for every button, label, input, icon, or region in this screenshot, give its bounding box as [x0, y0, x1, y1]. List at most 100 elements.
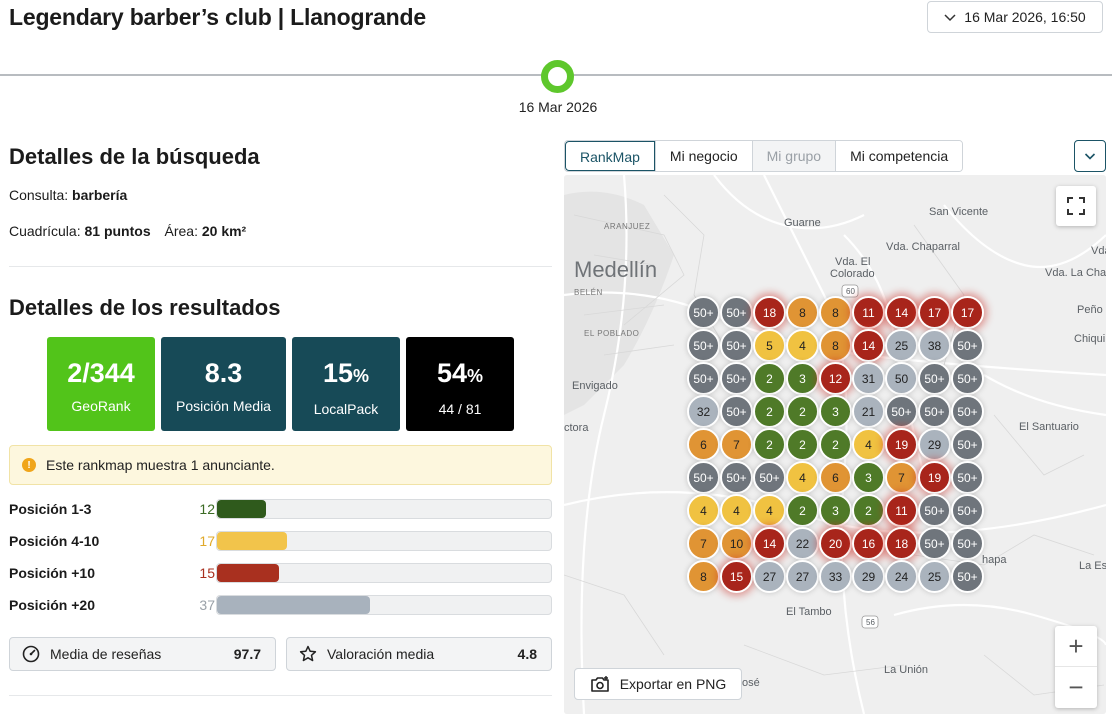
rank-pin[interactable]: 50+	[720, 395, 753, 428]
rank-pin[interactable]: 24	[885, 560, 918, 593]
rank-pin[interactable]: 8	[687, 560, 720, 593]
rank-pin[interactable]: 50+	[951, 461, 984, 494]
rank-pin[interactable]: 50+	[918, 362, 951, 395]
rank-pin[interactable]: 5	[753, 329, 786, 362]
rank-pin[interactable]: 50+	[951, 494, 984, 527]
rank-pin[interactable]: 27	[753, 560, 786, 593]
rank-pin[interactable]: 50+	[720, 461, 753, 494]
rank-pin[interactable]: 50+	[951, 428, 984, 461]
rank-pin[interactable]: 15	[720, 560, 753, 593]
rank-pin[interactable]: 19	[885, 428, 918, 461]
rank-pin[interactable]: 19	[918, 461, 951, 494]
rank-pin[interactable]: 3	[852, 461, 885, 494]
rank-pin[interactable]: 25	[918, 560, 951, 593]
rank-pin[interactable]: 8	[819, 329, 852, 362]
zoom-in-button[interactable]: +	[1055, 626, 1097, 667]
position-count: 37	[199, 597, 215, 613]
rank-pin[interactable]: 4	[720, 494, 753, 527]
rank-pin[interactable]: 2	[753, 362, 786, 395]
rank-pin[interactable]: 50+	[687, 461, 720, 494]
rank-pin[interactable]: 2	[753, 428, 786, 461]
rank-pin[interactable]: 11	[885, 494, 918, 527]
rank-pin[interactable]: 50+	[720, 296, 753, 329]
rank-pin[interactable]: 4	[687, 494, 720, 527]
rank-pin[interactable]: 7	[720, 428, 753, 461]
rank-pin[interactable]: 50+	[720, 362, 753, 395]
rank-pin[interactable]: 4	[852, 428, 885, 461]
timeline-date-label: 16 Mar 2026	[518, 99, 598, 115]
tab-mi-competencia[interactable]: Mi competencia	[835, 141, 963, 171]
date-selector-button[interactable]: 16 Mar 2026, 16:50	[927, 1, 1103, 33]
stat-label: Valoración media	[327, 646, 435, 662]
rank-pin[interactable]: 50+	[918, 494, 951, 527]
rank-pin[interactable]: 50+	[753, 461, 786, 494]
rank-pin[interactable]: 21	[852, 395, 885, 428]
rank-pin[interactable]: 50+	[720, 329, 753, 362]
rank-pin[interactable]: 2	[786, 494, 819, 527]
rank-pin[interactable]: 4	[786, 461, 819, 494]
rank-pin[interactable]: 22	[786, 527, 819, 560]
rank-pin[interactable]: 50+	[951, 527, 984, 560]
rank-pin[interactable]: 8	[786, 296, 819, 329]
zoom-out-button[interactable]: −	[1068, 672, 1084, 702]
rank-pin[interactable]: 7	[885, 461, 918, 494]
rank-pin[interactable]: 50+	[951, 362, 984, 395]
rank-pin[interactable]: 6	[687, 428, 720, 461]
rank-pin[interactable]: 33	[819, 560, 852, 593]
rank-pin[interactable]: 6	[819, 461, 852, 494]
rank-pin[interactable]: 14	[852, 329, 885, 362]
timeline-point[interactable]	[541, 60, 574, 93]
rank-pin[interactable]: 50+	[885, 395, 918, 428]
date-selector-label: 16 Mar 2026, 16:50	[964, 9, 1086, 25]
rank-pin[interactable]: 2	[852, 494, 885, 527]
rank-pin[interactable]: 50+	[951, 560, 984, 593]
rank-pin[interactable]: 10	[720, 527, 753, 560]
rank-pin[interactable]: 27	[786, 560, 819, 593]
rank-pin[interactable]: 2	[753, 395, 786, 428]
position-bar-track	[216, 531, 552, 551]
rank-pin[interactable]: 14	[753, 527, 786, 560]
camera-plus-icon	[590, 676, 609, 692]
rank-pin[interactable]: 31	[852, 362, 885, 395]
rank-pin[interactable]: 29	[852, 560, 885, 593]
map-options-dropdown[interactable]	[1074, 140, 1106, 172]
rank-pin[interactable]: 18	[753, 296, 786, 329]
rank-pin[interactable]: 50+	[687, 362, 720, 395]
rank-pin[interactable]: 18	[885, 527, 918, 560]
tab-rankmap[interactable]: RankMap	[565, 141, 655, 171]
rank-pin[interactable]: 50+	[918, 395, 951, 428]
rank-pin[interactable]: 50+	[951, 395, 984, 428]
rank-pin[interactable]: 50+	[951, 329, 984, 362]
rank-pin[interactable]: 3	[819, 494, 852, 527]
kpi-coverage: 54% 44 / 81	[406, 337, 514, 431]
rank-pin[interactable]: 17	[951, 296, 984, 329]
rank-pin[interactable]: 29	[918, 428, 951, 461]
rank-pin[interactable]: 8	[819, 296, 852, 329]
rank-pin[interactable]: 2	[819, 428, 852, 461]
rank-map[interactable]: 60 56 Medellín ARANJUEZ BELÉN EL POBLADO…	[564, 175, 1106, 714]
rank-pin[interactable]: 16	[852, 527, 885, 560]
rank-pin[interactable]: 38	[918, 329, 951, 362]
rank-pin[interactable]: 32	[687, 395, 720, 428]
rank-pin[interactable]: 4	[786, 329, 819, 362]
fullscreen-button[interactable]	[1056, 186, 1096, 226]
rank-pin[interactable]: 2	[786, 428, 819, 461]
rank-pin[interactable]: 3	[819, 395, 852, 428]
rank-pin[interactable]: 25	[885, 329, 918, 362]
rank-pin[interactable]: 14	[885, 296, 918, 329]
rank-pin[interactable]: 12	[819, 362, 852, 395]
rank-pin[interactable]: 50+	[687, 329, 720, 362]
rank-pin[interactable]: 20	[819, 527, 852, 560]
rank-pin[interactable]: 11	[852, 296, 885, 329]
kpi-georank-value: 2/344	[67, 358, 135, 388]
rank-pin[interactable]: 50+	[687, 296, 720, 329]
rank-pin[interactable]: 50+	[918, 527, 951, 560]
rank-pin[interactable]: 4	[753, 494, 786, 527]
rank-pin[interactable]: 50	[885, 362, 918, 395]
tab-mi-negocio[interactable]: Mi negocio	[654, 141, 752, 171]
rank-pin[interactable]: 17	[918, 296, 951, 329]
rank-pin[interactable]: 2	[786, 395, 819, 428]
rank-pin[interactable]: 7	[687, 527, 720, 560]
export-png-button[interactable]: Exportar en PNG	[574, 668, 742, 700]
rank-pin[interactable]: 3	[786, 362, 819, 395]
